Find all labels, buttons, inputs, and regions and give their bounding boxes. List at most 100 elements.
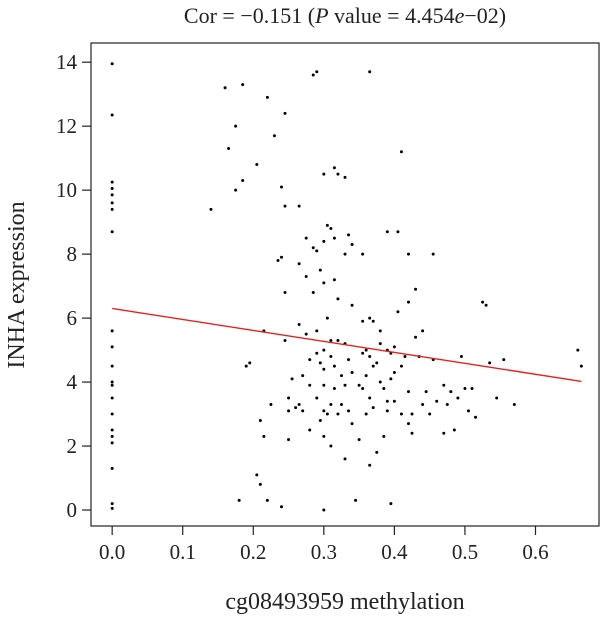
x-tick-label: 0.4 — [381, 540, 408, 564]
data-point — [392, 345, 396, 349]
y-tick-label: 14 — [56, 50, 78, 74]
y-tick-label: 12 — [56, 114, 77, 138]
data-point — [466, 409, 470, 413]
data-point — [463, 386, 467, 390]
data-point — [294, 406, 298, 410]
data-point — [435, 399, 439, 403]
data-point — [361, 252, 365, 256]
x-tick-label: 0.1 — [170, 540, 196, 564]
data-point — [110, 345, 114, 349]
data-point — [414, 287, 418, 291]
data-point — [297, 402, 301, 406]
data-point — [304, 275, 308, 279]
data-point — [502, 358, 506, 362]
data-point — [336, 297, 340, 301]
data-point — [378, 342, 382, 346]
data-point — [258, 418, 262, 422]
data-point — [322, 348, 326, 352]
data-point — [329, 338, 333, 342]
data-point — [579, 364, 583, 368]
data-point — [339, 402, 343, 406]
data-point — [283, 204, 287, 208]
data-point — [445, 402, 449, 406]
y-tick-label: 4 — [67, 370, 78, 394]
data-point — [308, 428, 312, 432]
data-point — [255, 163, 259, 167]
data-point — [322, 409, 326, 413]
data-point — [357, 438, 361, 442]
data-point — [315, 70, 319, 74]
data-point — [234, 124, 238, 128]
data-point — [223, 86, 227, 90]
data-point — [110, 207, 114, 211]
data-point — [209, 207, 213, 211]
y-tick-label: 2 — [67, 434, 78, 458]
data-point — [322, 383, 326, 387]
data-point — [283, 290, 287, 294]
data-point — [332, 166, 336, 170]
data-point — [110, 506, 114, 510]
data-point — [241, 179, 245, 183]
data-point — [375, 450, 379, 454]
data-point — [110, 62, 114, 66]
data-point — [403, 354, 407, 358]
data-point — [407, 252, 410, 256]
data-point — [361, 319, 365, 323]
data-point — [368, 463, 372, 467]
data-point — [350, 422, 354, 426]
data-point — [343, 175, 347, 179]
data-point — [481, 300, 485, 304]
data-point — [442, 431, 446, 435]
data-point — [361, 386, 365, 390]
data-point — [495, 396, 499, 400]
data-point — [287, 396, 291, 400]
data-point — [392, 370, 396, 374]
data-point — [512, 402, 516, 406]
data-point — [410, 431, 414, 435]
data-point — [329, 227, 333, 231]
data-point — [364, 374, 368, 378]
data-point — [110, 113, 114, 117]
x-axis-label: cg08493959 methylation — [225, 589, 464, 615]
data-point — [452, 428, 456, 432]
data-point — [315, 249, 319, 253]
data-point — [332, 278, 336, 282]
data-point — [234, 188, 238, 192]
data-point — [269, 402, 273, 406]
data-point — [322, 367, 326, 371]
data-point — [488, 361, 492, 365]
data-point — [484, 303, 488, 307]
data-point — [428, 412, 432, 416]
data-point — [311, 246, 315, 250]
data-point — [347, 233, 351, 237]
data-point — [368, 354, 372, 358]
data-point — [449, 390, 453, 394]
data-point — [301, 374, 305, 378]
data-point — [297, 204, 301, 208]
data-point — [244, 364, 248, 368]
data-point — [378, 380, 382, 384]
data-point — [347, 409, 351, 413]
data-point — [343, 252, 347, 256]
data-point — [311, 290, 315, 294]
y-tick-label: 6 — [67, 306, 78, 330]
data-point — [407, 390, 410, 394]
data-point — [110, 329, 114, 333]
data-point — [339, 374, 343, 378]
data-point — [325, 412, 329, 416]
data-point — [332, 386, 336, 390]
data-point — [318, 361, 322, 365]
x-tick-label: 0.5 — [452, 540, 478, 564]
data-point — [304, 236, 308, 240]
data-point — [399, 412, 403, 416]
data-point — [576, 348, 580, 352]
data-point — [442, 383, 446, 387]
data-point — [318, 418, 322, 422]
data-point — [325, 316, 329, 320]
x-tick-label: 0.3 — [311, 540, 337, 564]
data-point — [322, 281, 326, 285]
data-point — [110, 201, 114, 205]
data-point — [110, 466, 114, 470]
data-point — [110, 380, 114, 384]
data-point — [396, 230, 400, 234]
